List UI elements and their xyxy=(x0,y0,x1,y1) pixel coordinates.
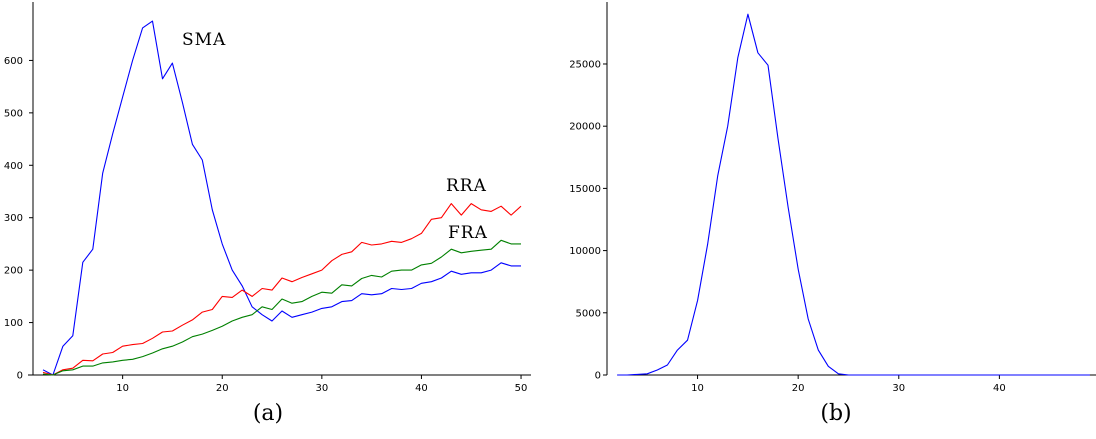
x-tick-label: 40 xyxy=(415,383,428,394)
x-tick-label: 20 xyxy=(792,383,805,394)
series-line-fra xyxy=(42,239,521,376)
chart-b: 0 5000 10000 15000 20000 25000 10 20 30 40 (b) xyxy=(569,2,1096,426)
panel-caption: (b) xyxy=(820,401,851,426)
y-tick-label: 0 xyxy=(17,371,23,382)
y-tick-label: 20000 xyxy=(569,122,601,133)
chart-a: 0 100 200 300 400 500 600 10 20 30 40 50 SMA RRA FRA (a… xyxy=(4,2,531,426)
series-line-sma xyxy=(42,20,521,376)
x-tick-label: 20 xyxy=(216,383,229,394)
x-tick-label: 30 xyxy=(315,383,328,394)
y-tick-label: 100 xyxy=(4,318,23,329)
panel-caption: (a) xyxy=(253,401,283,426)
y-tick-label: 500 xyxy=(4,108,23,119)
series-label-rra: RRA xyxy=(446,176,487,196)
series-line-main xyxy=(617,13,1090,376)
y-tick-label: 300 xyxy=(4,213,23,224)
x-tick-label: 40 xyxy=(993,383,1006,394)
y-tick-label: 400 xyxy=(4,161,23,172)
y-tick-label: 25000 xyxy=(569,59,601,70)
y-tick-label: 0 xyxy=(595,371,601,382)
y-tick-label: 200 xyxy=(4,266,23,277)
y-tick-label: 5000 xyxy=(576,308,601,319)
x-tick-label: 30 xyxy=(892,383,905,394)
x-tick-label: 50 xyxy=(515,383,528,394)
y-tick-label: 600 xyxy=(4,56,23,67)
y-tick-label: 10000 xyxy=(569,246,601,257)
series-label-fra: FRA xyxy=(448,223,488,243)
x-tick-label: 10 xyxy=(691,383,704,394)
series-line-rra xyxy=(42,203,522,376)
y-tick-label: 15000 xyxy=(569,184,601,195)
x-tick-label: 10 xyxy=(116,383,129,394)
series-label-sma: SMA xyxy=(182,30,226,50)
